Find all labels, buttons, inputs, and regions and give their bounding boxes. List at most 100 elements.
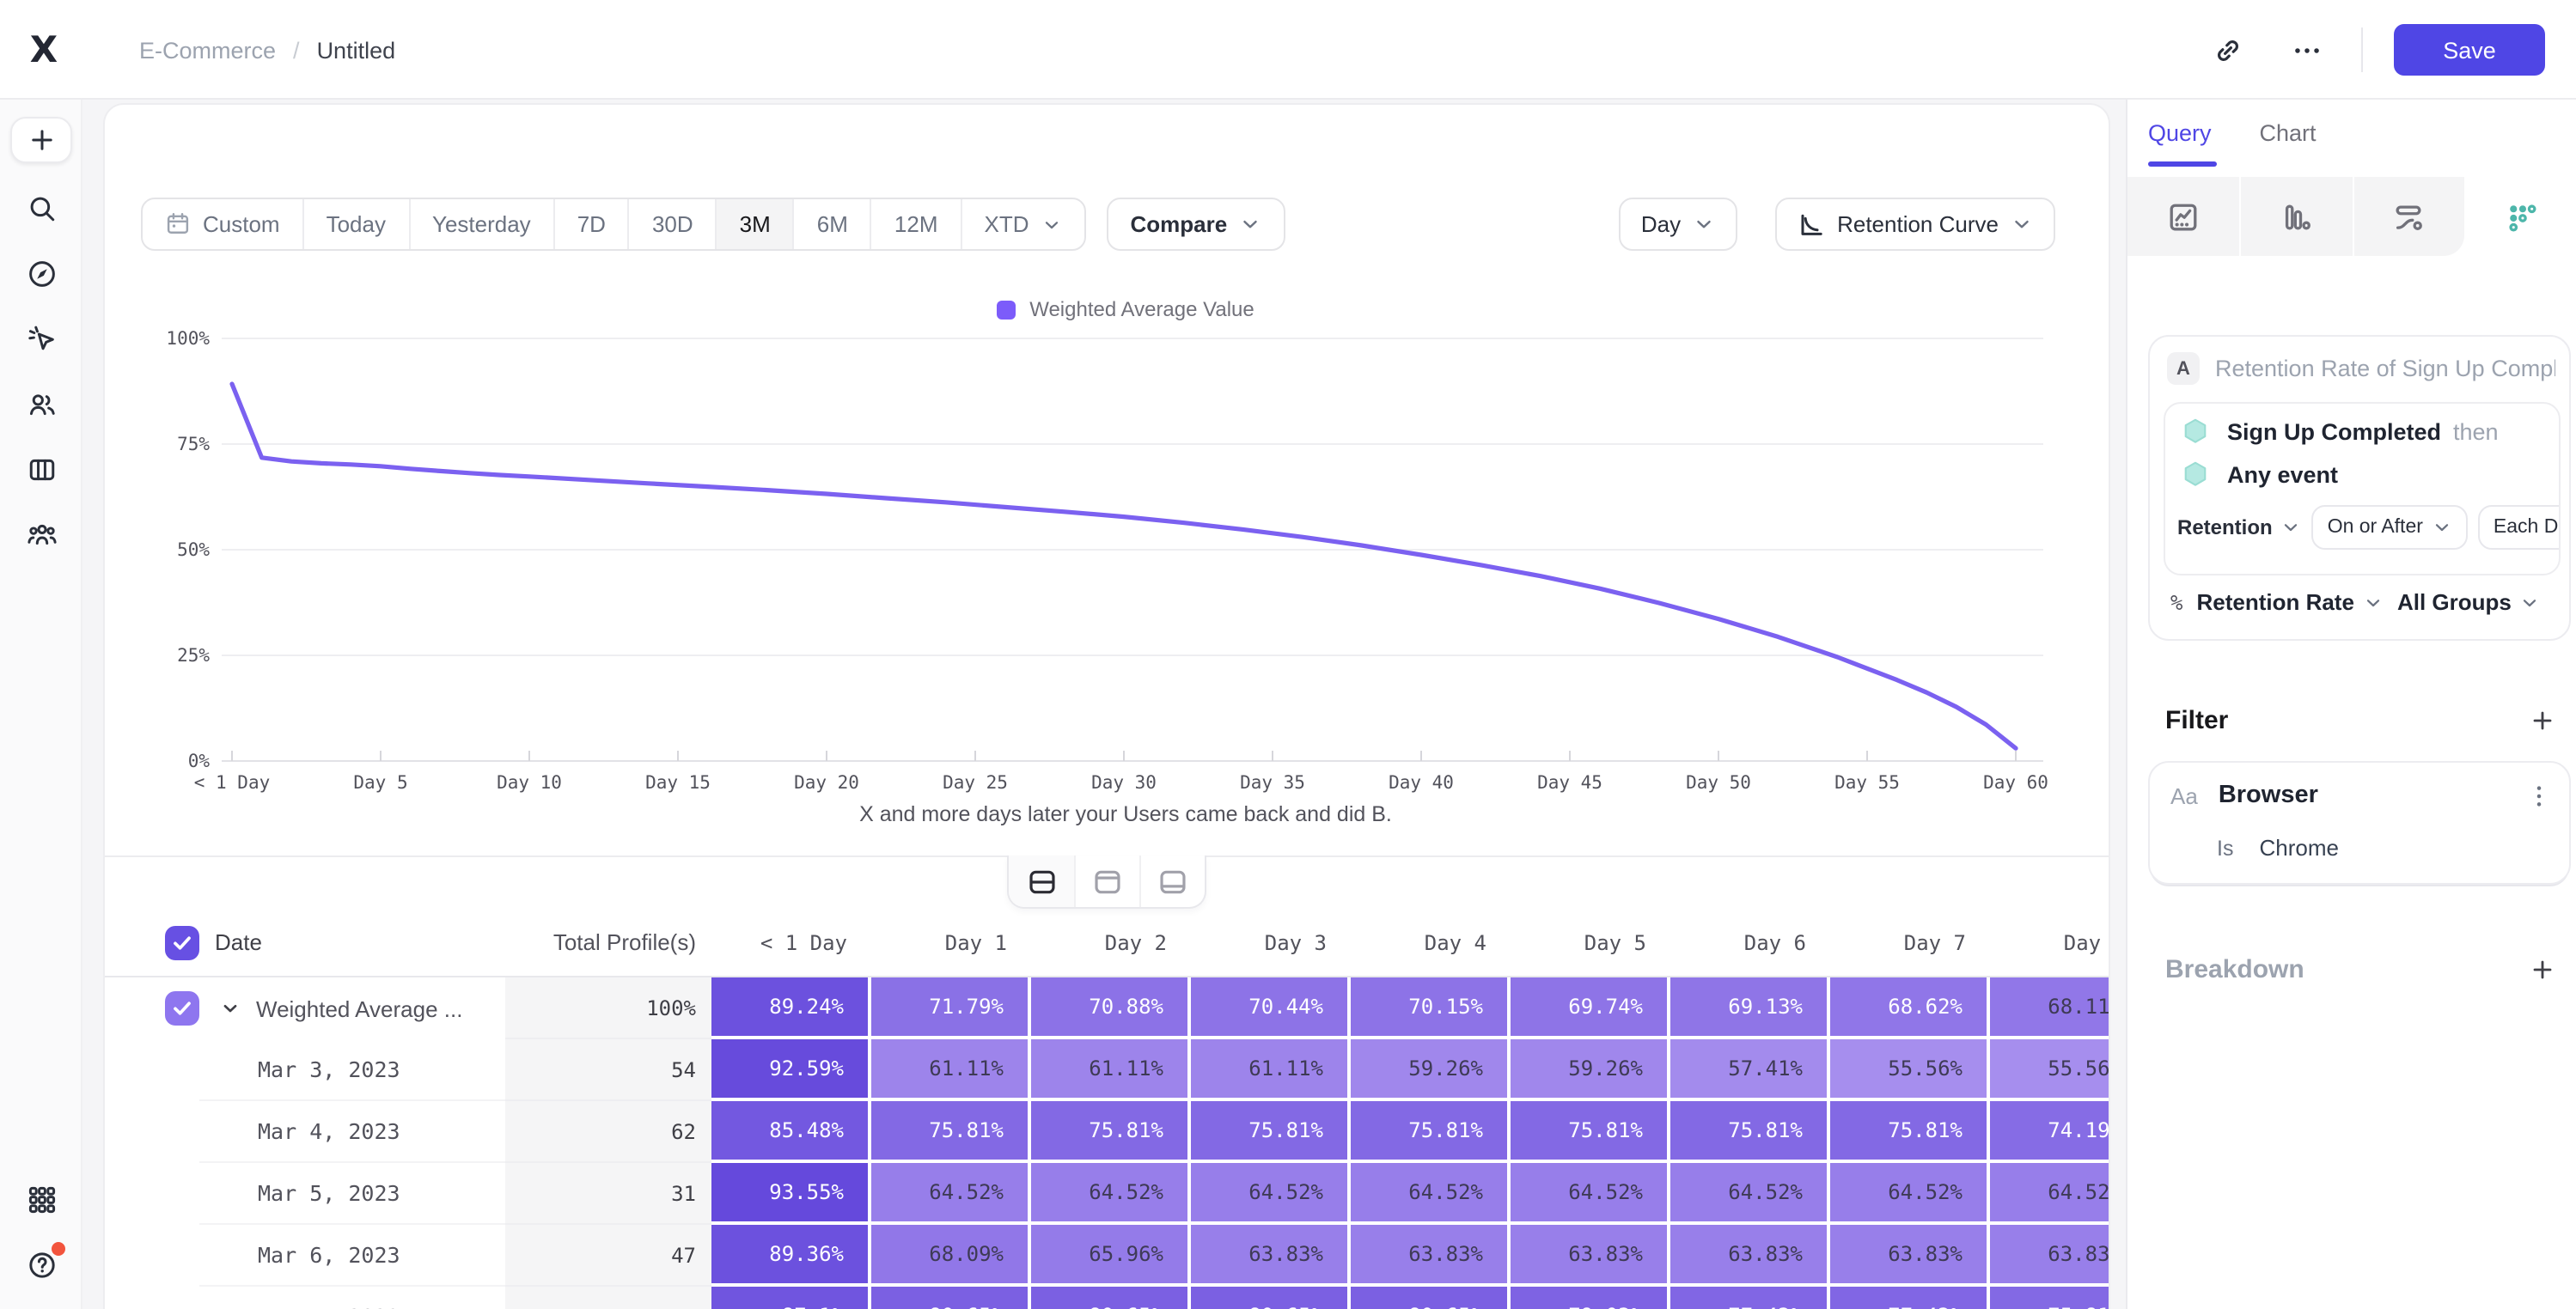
retention-cell[interactable]: 77.42% <box>1830 1287 1990 1309</box>
retention-cell[interactable]: 63.83% <box>1191 1225 1351 1287</box>
sidebar-item-users[interactable] <box>17 383 65 424</box>
retention-cell[interactable]: 69.13% <box>1670 977 1830 1039</box>
range-button-30d[interactable]: 30D <box>627 199 716 249</box>
breadcrumb-workspace[interactable]: E-Commerce <box>139 37 277 63</box>
share-link-button[interactable] <box>2203 26 2251 74</box>
retention-mode-dropdown[interactable]: Retention <box>2177 515 2302 539</box>
total-profiles-cell[interactable]: 47 <box>505 1225 711 1287</box>
sidebar-item-magic-pointer[interactable] <box>17 318 65 359</box>
group-dropdown[interactable]: All Groups <box>2397 589 2541 615</box>
tab-chart[interactable]: Chart <box>2259 120 2317 146</box>
range-button-custom[interactable]: Custom <box>143 199 302 249</box>
retention-cell[interactable]: 63.83% <box>1351 1225 1511 1287</box>
retention-cell[interactable]: 80.65% <box>1031 1287 1191 1309</box>
add-breakdown-button[interactable] <box>2523 950 2561 988</box>
range-button-yesterday[interactable]: Yesterday <box>408 199 553 249</box>
tab-query[interactable]: Query <box>2148 120 2212 146</box>
retention-cell[interactable]: 92.59% <box>711 1039 871 1101</box>
retention-cell[interactable]: 80.65% <box>1351 1287 1511 1309</box>
retention-cell[interactable]: 71.79% <box>871 977 1031 1039</box>
retention-cell[interactable]: 64.52% <box>1511 1163 1670 1225</box>
expand-chevron-icon[interactable] <box>220 998 241 1019</box>
query-step-first[interactable]: Sign Up Completed then <box>2165 404 2559 447</box>
total-profiles-cell[interactable]: 62 <box>505 1287 711 1309</box>
retention-cell[interactable]: 64.52% <box>1670 1163 1830 1225</box>
insight-type-flow-chart[interactable] <box>2352 177 2465 256</box>
total-profiles-cell[interactable]: 62 <box>505 1101 711 1163</box>
retention-cell[interactable]: 80.65% <box>871 1287 1031 1309</box>
retention-cell[interactable]: 64.52% <box>871 1163 1031 1225</box>
total-profiles-cell[interactable]: 54 <box>505 1039 711 1101</box>
layout-toggle-split-view[interactable] <box>1009 855 1074 907</box>
column-header-day-7[interactable]: Day 7 <box>1830 909 1990 977</box>
date-cell[interactable]: Weighted Average ... <box>199 977 505 1039</box>
column-header-day-3[interactable]: Day 3 <box>1191 909 1351 977</box>
retention-cell[interactable]: 63.83% <box>1830 1225 1990 1287</box>
retention-cell[interactable]: 77.42% <box>1670 1287 1830 1309</box>
retention-cell[interactable]: 89.24% <box>711 977 871 1039</box>
retention-cell[interactable]: 87.1% <box>711 1287 871 1309</box>
sidebar-item-board[interactable] <box>17 448 65 490</box>
chart-legend[interactable]: Weighted Average Value <box>141 297 2109 321</box>
retention-cell[interactable]: 55.56% <box>1830 1039 1990 1101</box>
retention-cell[interactable]: 75.81% <box>1351 1101 1511 1163</box>
column-header-total-profile-s-[interactable]: Total Profile(s) <box>505 909 711 977</box>
range-button-12m[interactable]: 12M <box>870 199 961 249</box>
retention-cell[interactable]: 69.74% <box>1511 977 1670 1039</box>
more-options-button[interactable] <box>2282 26 2330 74</box>
retention-cell[interactable]: 75.81% <box>1830 1101 1990 1163</box>
retention-cell[interactable]: 64.52% <box>1191 1163 1351 1225</box>
date-cell[interactable]: Mar 6, 2023 <box>199 1225 505 1287</box>
retention-cell[interactable]: 70.15% <box>1351 977 1511 1039</box>
retention-curve-chart[interactable]: 100% 75% 50% 25% 0%< 1 Day Day 5 Day 10 Day 15 D… <box>141 328 2110 795</box>
select-all-checkbox[interactable] <box>165 925 199 959</box>
column-header-day-4[interactable]: Day 4 <box>1351 909 1511 977</box>
metric-dropdown[interactable]: Retention Rate <box>2196 589 2383 615</box>
range-button-xtd[interactable]: XTD <box>960 199 1084 249</box>
column-header--1-day[interactable]: < 1 Day <box>711 909 871 977</box>
retention-cell[interactable]: 75.81% <box>1191 1101 1351 1163</box>
layout-toggle-panel-top[interactable] <box>1074 855 1139 907</box>
date-cell[interactable]: Mar 5, 2023 <box>199 1163 505 1225</box>
retention-cell[interactable]: 55.56% <box>1990 1039 2109 1101</box>
column-header-day-5[interactable]: Day 5 <box>1511 909 1670 977</box>
range-button-today[interactable]: Today <box>302 199 408 249</box>
retention-cell[interactable]: 63.83% <box>1990 1225 2109 1287</box>
total-profiles-cell[interactable]: 31 <box>505 1163 711 1225</box>
retention-cell[interactable]: 75.81% <box>1670 1101 1830 1163</box>
range-button-7d[interactable]: 7D <box>552 199 628 249</box>
retention-cell[interactable]: 70.44% <box>1191 977 1351 1039</box>
sidebar-item-compass[interactable] <box>17 253 65 294</box>
total-profiles-cell[interactable]: 100% <box>505 977 711 1039</box>
each-day-dropdown[interactable]: Each Day <box>2477 505 2559 550</box>
retention-cell[interactable]: 64.52% <box>1351 1163 1511 1225</box>
retention-cell[interactable]: 80.65% <box>1191 1287 1351 1309</box>
retention-cell[interactable]: 57.41% <box>1670 1039 1830 1101</box>
sidebar-item-help[interactable] <box>17 1242 65 1285</box>
sidebar-item-people-group[interactable] <box>17 514 65 555</box>
save-button[interactable]: Save <box>2394 24 2545 76</box>
insight-type-retention-grid[interactable] <box>2464 177 2576 256</box>
column-header-day-1[interactable]: Day 1 <box>871 909 1031 977</box>
retention-cell[interactable]: 64.52% <box>1031 1163 1191 1225</box>
compare-button[interactable]: Compare <box>1106 198 1286 251</box>
retention-cell[interactable]: 70.88% <box>1031 977 1191 1039</box>
range-button-6m[interactable]: 6M <box>792 199 870 249</box>
retention-cell[interactable]: 59.26% <box>1351 1039 1511 1101</box>
sidebar-item-apps-grid[interactable] <box>17 1178 65 1220</box>
retention-cell[interactable]: 89.36% <box>711 1225 871 1287</box>
retention-cell[interactable]: 75.81% <box>1031 1101 1191 1163</box>
filter-card[interactable]: Aa Browser Is Chrome <box>2148 761 2571 885</box>
retention-cell[interactable]: 75.81% <box>1990 1287 2109 1309</box>
retention-cell[interactable]: 68.11% <box>1990 977 2109 1039</box>
retention-cell[interactable]: 61.11% <box>1031 1039 1191 1101</box>
date-cell[interactable]: Mar 3, 2023 <box>199 1039 505 1101</box>
retention-cell[interactable]: 79.03% <box>1511 1287 1670 1309</box>
filter-property[interactable]: Browser <box>2218 782 2318 809</box>
retention-cell[interactable]: 65.96% <box>1031 1225 1191 1287</box>
column-header-date[interactable]: Date <box>199 909 505 977</box>
chart-type-dropdown[interactable]: Retention Curve <box>1775 198 2055 251</box>
filter-operator[interactable]: Is <box>2217 836 2234 860</box>
insight-type-bar-chart[interactable] <box>2238 177 2352 256</box>
add-filter-button[interactable] <box>2523 701 2561 739</box>
